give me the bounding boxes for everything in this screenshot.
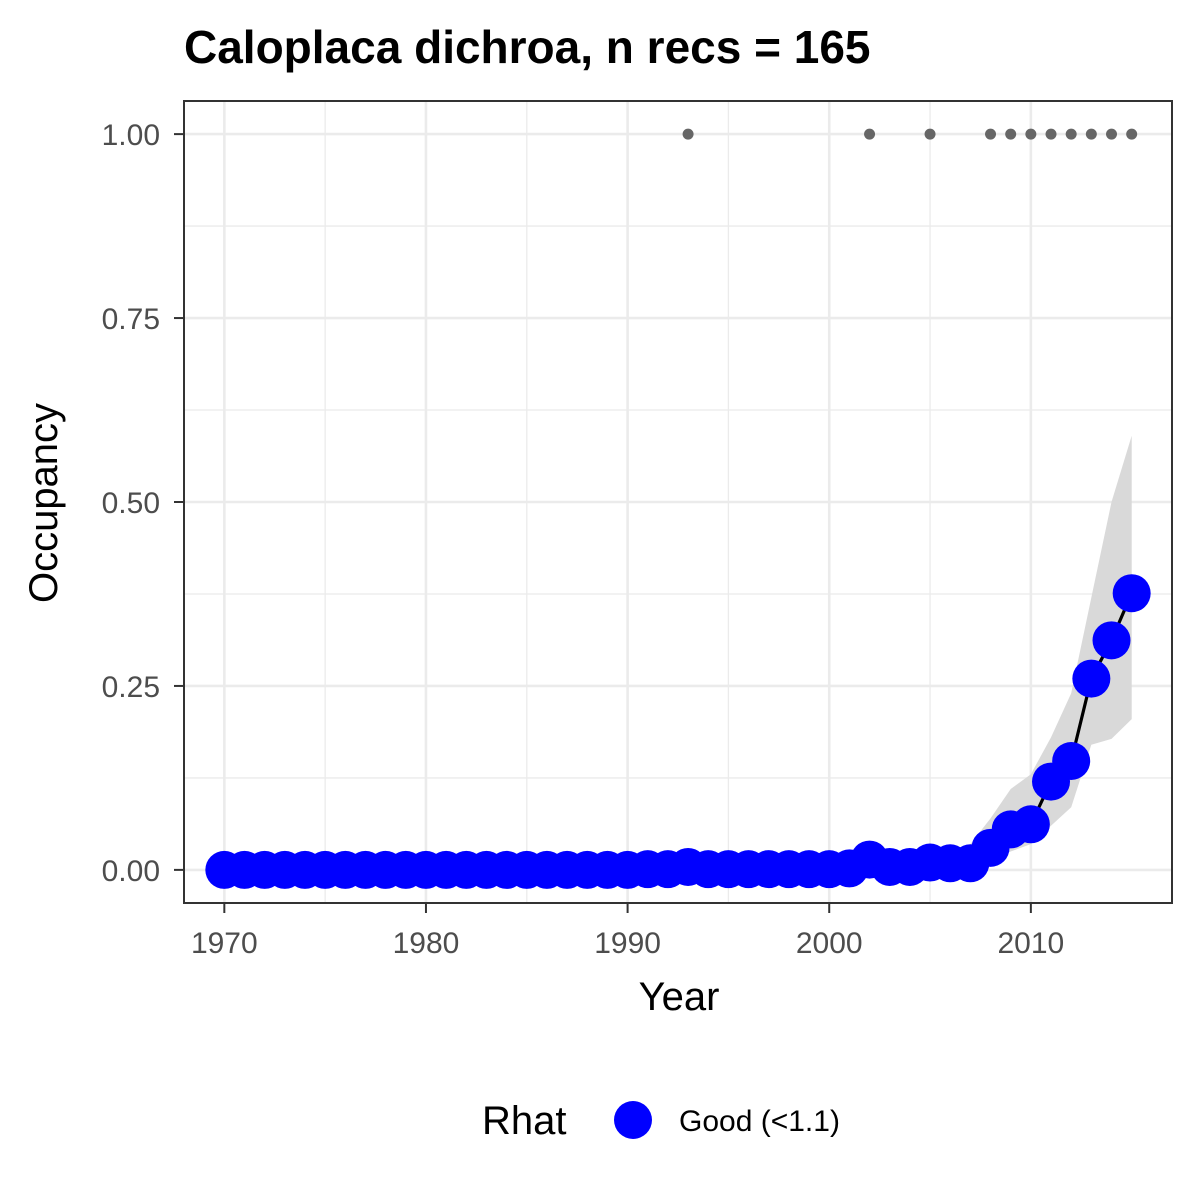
record-marker-2012 [1065, 128, 1077, 140]
x-tick-label: 1980 [393, 927, 460, 960]
x-tick-label: 2010 [997, 927, 1064, 960]
occupancy-point-2015 [1112, 574, 1151, 613]
record-marker-2011 [1045, 128, 1057, 140]
y-tick-label: 0.75 [102, 303, 160, 336]
legend-key-good [614, 1101, 652, 1139]
occupancy-points [205, 574, 1151, 889]
occupancy-point-2014 [1092, 621, 1131, 660]
x-tick-label: 1990 [594, 927, 661, 960]
legend-label-good: Good (<1.1) [679, 1105, 840, 1138]
occupancy-point-2012 [1052, 741, 1091, 780]
record-marker-2009 [1005, 128, 1017, 140]
legend: Rhat Good (<1.1) [482, 1099, 840, 1143]
record-marker-2015 [1126, 128, 1138, 140]
record-marker-2013 [1085, 128, 1097, 140]
y-axis: 0.00 0.25 0.50 0.75 1.00 [102, 119, 184, 888]
chart-title: Caloplaca dichroa, n recs = 165 [184, 21, 871, 73]
record-marker-2014 [1106, 128, 1118, 140]
x-axis-title: Year [639, 975, 720, 1019]
legend-title: Rhat [482, 1099, 567, 1143]
record-marker-1993 [682, 128, 694, 140]
y-tick-label: 0.00 [102, 855, 160, 888]
y-tick-label: 0.25 [102, 671, 160, 704]
record-marker-2005 [924, 128, 936, 140]
y-tick-label: 0.50 [102, 487, 160, 520]
record-marker-2008 [985, 128, 997, 140]
x-axis: 1970 1980 1990 2000 2010 [191, 903, 1064, 960]
record-marker-2010 [1025, 128, 1037, 140]
occupancy-point-2013 [1072, 659, 1111, 698]
y-axis-title: Occupancy [22, 403, 66, 603]
occupancy-point-2010 [1011, 805, 1050, 844]
x-tick-label: 2000 [796, 927, 863, 960]
record-markers [682, 128, 1138, 140]
x-tick-label: 1970 [191, 927, 258, 960]
y-tick-label: 1.00 [102, 119, 160, 152]
record-marker-2002 [864, 128, 876, 140]
